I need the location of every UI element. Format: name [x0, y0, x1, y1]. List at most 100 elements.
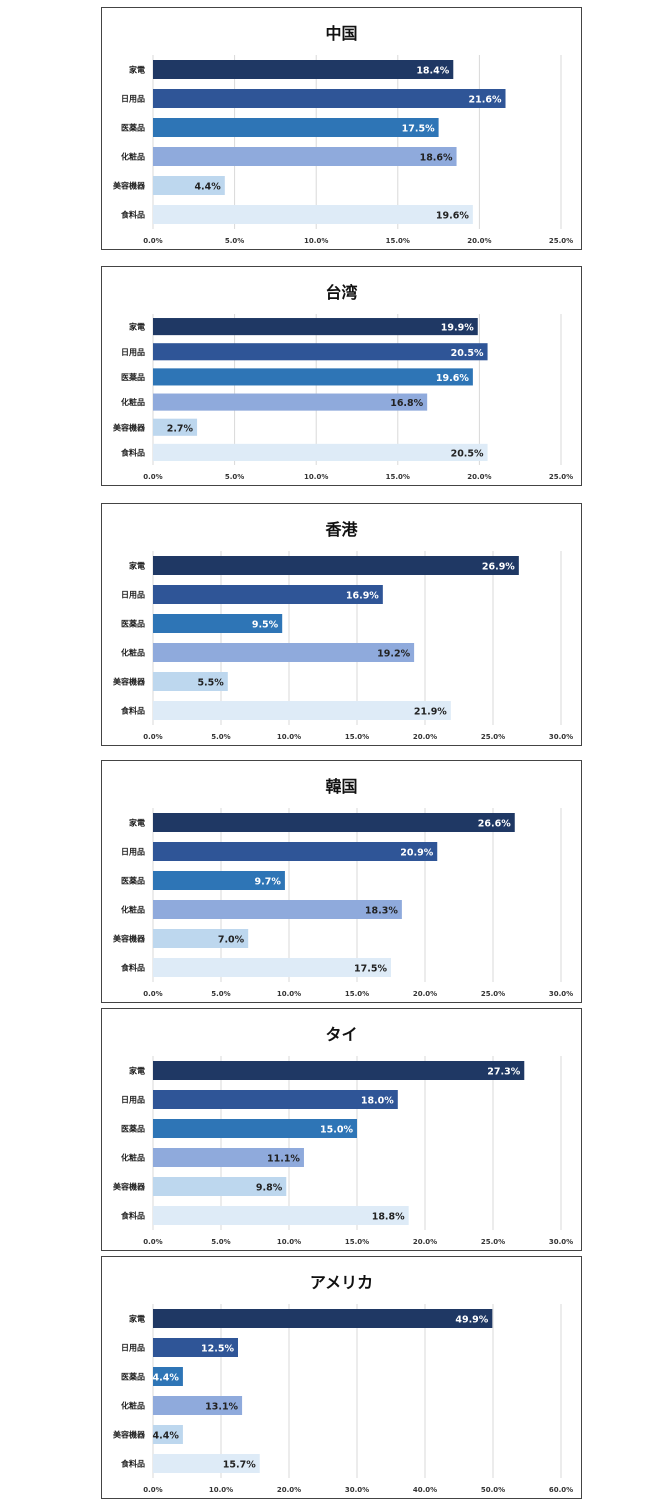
category-label: 医薬品 — [121, 876, 145, 886]
x-tick-label: 0.0% — [143, 237, 162, 245]
x-tick-label: 20.0% — [467, 473, 491, 481]
chart-panel-korea: 韓国 0.0% 5.0% 10.0% 15.0% 20.0% 25.0% 30.0% 家電 26… — [101, 760, 582, 1003]
category-label: 医薬品 — [121, 123, 145, 133]
category-label: 美容機器 — [113, 934, 146, 944]
bar — [153, 89, 506, 108]
x-tick-label: 25.0% — [481, 1238, 505, 1246]
data-label: 18.6% — [420, 153, 453, 164]
category-label: 美容機器 — [113, 1430, 146, 1440]
bar — [153, 418, 198, 436]
bar — [153, 118, 439, 137]
x-tick-label: 0.0% — [143, 733, 162, 741]
category-label: 美容機器 — [113, 422, 146, 432]
x-tick-label: 10.0% — [277, 990, 301, 998]
category-label: 医薬品 — [121, 372, 145, 382]
x-tick-label: 20.0% — [277, 1486, 301, 1494]
category-label: 化粧品 — [121, 648, 145, 658]
x-tick-label: 5.0% — [211, 1238, 230, 1246]
data-label: 21.6% — [469, 95, 502, 106]
data-label: 26.6% — [478, 819, 511, 830]
data-label: 49.9% — [455, 1315, 488, 1326]
bar — [153, 842, 438, 861]
category-label: 家電 — [129, 322, 145, 332]
category-label: 化粧品 — [121, 905, 145, 915]
bar — [153, 318, 478, 336]
category-label: 美容機器 — [113, 677, 146, 687]
bar-chart: 0.0% 5.0% 10.0% 15.0% 20.0% 25.0% 家電 18.4% 日用品 21… — [113, 55, 573, 245]
x-tick-label: 30.0% — [549, 990, 573, 998]
data-label: 16.9% — [346, 591, 379, 602]
chart-title: 香港 — [325, 520, 358, 539]
data-label: 9.8% — [256, 1183, 283, 1194]
x-tick-label: 15.0% — [345, 733, 369, 741]
x-tick-label: 20.0% — [413, 1238, 437, 1246]
data-label: 20.5% — [451, 348, 484, 359]
chart-panel-usa: アメリカ 0.0% 10.0% 20.0% 30.0% 40.0% 50.0% 60.0% 家… — [101, 1256, 582, 1499]
x-tick-label: 5.0% — [225, 237, 244, 245]
data-label: 4.4% — [194, 182, 221, 193]
data-label: 13.1% — [205, 1402, 238, 1413]
data-label: 15.0% — [320, 1125, 353, 1136]
category-label: 家電 — [129, 65, 145, 75]
category-label: 日用品 — [121, 95, 145, 104]
bar — [153, 1338, 238, 1357]
bar — [153, 343, 488, 361]
bar — [153, 1090, 398, 1109]
chart-panel-hongkong: 香港 0.0% 5.0% 10.0% 15.0% 20.0% 25.0% 30.0% 家電 26… — [101, 503, 582, 746]
x-tick-label: 5.0% — [211, 733, 230, 741]
category-label: 日用品 — [121, 848, 145, 857]
data-label: 5.5% — [197, 678, 224, 689]
chart-panel-china: 中国 0.0% 5.0% 10.0% 15.0% 20.0% 25.0% 家電 18.4% 日用… — [101, 7, 582, 250]
data-label: 7.0% — [218, 935, 245, 946]
category-label: 食料品 — [121, 963, 145, 973]
bar — [153, 556, 519, 575]
data-label: 19.6% — [436, 373, 469, 384]
category-label: 家電 — [129, 1314, 145, 1324]
data-label: 18.3% — [365, 906, 398, 917]
data-label: 20.9% — [400, 848, 433, 859]
data-label: 18.0% — [361, 1096, 394, 1107]
bar — [153, 1367, 183, 1386]
data-label: 26.9% — [482, 562, 515, 573]
x-tick-label: 25.0% — [549, 237, 573, 245]
x-tick-label: 20.0% — [413, 733, 437, 741]
bar — [153, 585, 383, 604]
x-tick-label: 0.0% — [143, 990, 162, 998]
x-tick-label: 0.0% — [143, 1486, 162, 1494]
bar-chart: 0.0% 5.0% 10.0% 15.0% 20.0% 25.0% 30.0% 家電 26.6%… — [113, 808, 573, 998]
category-label: 家電 — [129, 818, 145, 828]
data-label: 21.9% — [414, 707, 447, 718]
chart-panel-thailand: タイ 0.0% 5.0% 10.0% 15.0% 20.0% 25.0% 30.0% 家電 27… — [101, 1008, 582, 1251]
x-tick-label: 0.0% — [143, 1238, 162, 1246]
x-tick-label: 20.0% — [467, 237, 491, 245]
bar — [153, 1206, 409, 1225]
bar — [153, 1148, 304, 1167]
category-label: 化粧品 — [121, 1153, 145, 1163]
bar — [153, 1396, 243, 1415]
data-label: 19.2% — [377, 649, 410, 660]
category-label: 美容機器 — [113, 181, 146, 191]
category-label: 日用品 — [121, 1344, 145, 1353]
category-label: 化粧品 — [121, 152, 145, 162]
data-label: 27.3% — [487, 1067, 520, 1078]
bar-chart: 0.0% 5.0% 10.0% 15.0% 20.0% 25.0% 30.0% 家電 26.9%… — [113, 551, 573, 741]
data-label: 20.5% — [451, 448, 484, 459]
bar-chart: 0.0% 5.0% 10.0% 15.0% 20.0% 25.0% 30.0% 家電 27.3%… — [113, 1056, 573, 1246]
x-tick-label: 20.0% — [413, 990, 437, 998]
category-label: 化粧品 — [121, 397, 145, 407]
x-tick-label: 60.0% — [549, 1486, 573, 1494]
bar — [153, 147, 457, 166]
bar — [153, 368, 473, 386]
data-label: 9.7% — [255, 877, 282, 888]
bar-chart: 0.0% 5.0% 10.0% 15.0% 20.0% 25.0% 家電 19.9% 日用品 20… — [113, 314, 573, 481]
data-label: 18.4% — [416, 66, 449, 77]
bar — [153, 176, 225, 195]
data-label: 17.5% — [354, 964, 387, 975]
category-label: 食料品 — [121, 706, 145, 716]
bar — [153, 443, 488, 461]
bar — [153, 205, 473, 224]
bar — [153, 1309, 493, 1328]
bar — [153, 701, 451, 720]
data-label: 15.7% — [223, 1460, 256, 1471]
bar — [153, 958, 391, 977]
